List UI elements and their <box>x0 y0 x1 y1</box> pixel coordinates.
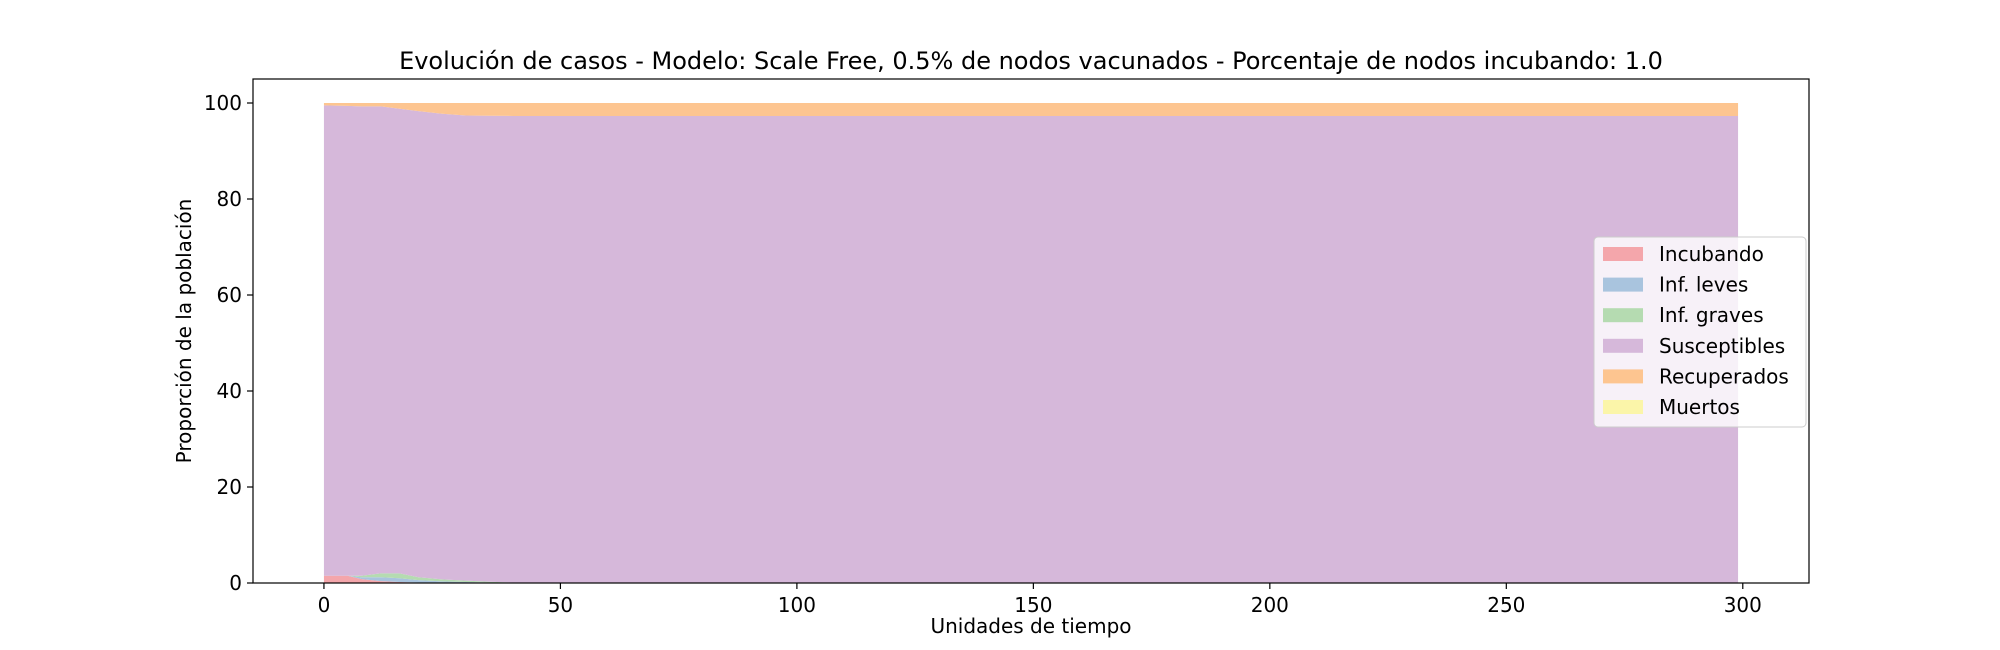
area-layers <box>323 103 1739 584</box>
x-tick-label: 250 <box>1487 593 1525 617</box>
y-tick-label: 60 <box>217 283 242 307</box>
chart-title: Evolución de casos - Modelo: Scale Free,… <box>399 47 1663 75</box>
legend-label: Inf. graves <box>1659 303 1764 327</box>
x-axis: 0 50 100 150 200 250 300 <box>318 583 1762 617</box>
legend-label: Incubando <box>1659 242 1764 266</box>
y-tick-label: 40 <box>217 379 242 403</box>
legend-swatch <box>1603 277 1643 292</box>
area-inf-leves <box>323 575 1739 583</box>
y-axis: 0 20 40 60 80 100 <box>204 91 253 595</box>
area-recuperados <box>323 103 1739 116</box>
y-tick-label: 0 <box>229 571 242 595</box>
legend: Incubando Inf. leves Inf. graves Susceptibl… <box>1593 236 1807 428</box>
y-tick-label: 80 <box>217 187 242 211</box>
legend-swatch <box>1603 247 1643 261</box>
legend-label: Susceptibles <box>1659 334 1785 358</box>
legend-swatch <box>1603 338 1643 353</box>
y-tick-label: 100 <box>204 91 242 115</box>
legend-swatch <box>1603 400 1643 414</box>
x-tick-label: 100 <box>778 593 816 617</box>
x-tick-label: 150 <box>1014 593 1052 617</box>
legend-label: Recuperados <box>1659 364 1789 388</box>
legend-label: Inf. leves <box>1659 273 1748 297</box>
plot-frame <box>252 78 1810 584</box>
legend-swatch <box>1603 369 1643 384</box>
legend-label: Muertos <box>1659 395 1740 419</box>
x-tick-label: 300 <box>1724 593 1762 617</box>
legend-frame <box>1593 236 1807 428</box>
y-tick-label: 20 <box>217 475 242 499</box>
area-susceptibles <box>323 105 1739 584</box>
legend-swatch <box>1603 308 1643 323</box>
x-axis-label: Unidades de tiempo <box>930 614 1131 638</box>
y-axis-label: Proporción de la población <box>172 199 196 464</box>
x-tick-label: 200 <box>1251 593 1289 617</box>
x-tick-label: 50 <box>548 593 573 617</box>
x-tick-label: 0 <box>318 593 331 617</box>
